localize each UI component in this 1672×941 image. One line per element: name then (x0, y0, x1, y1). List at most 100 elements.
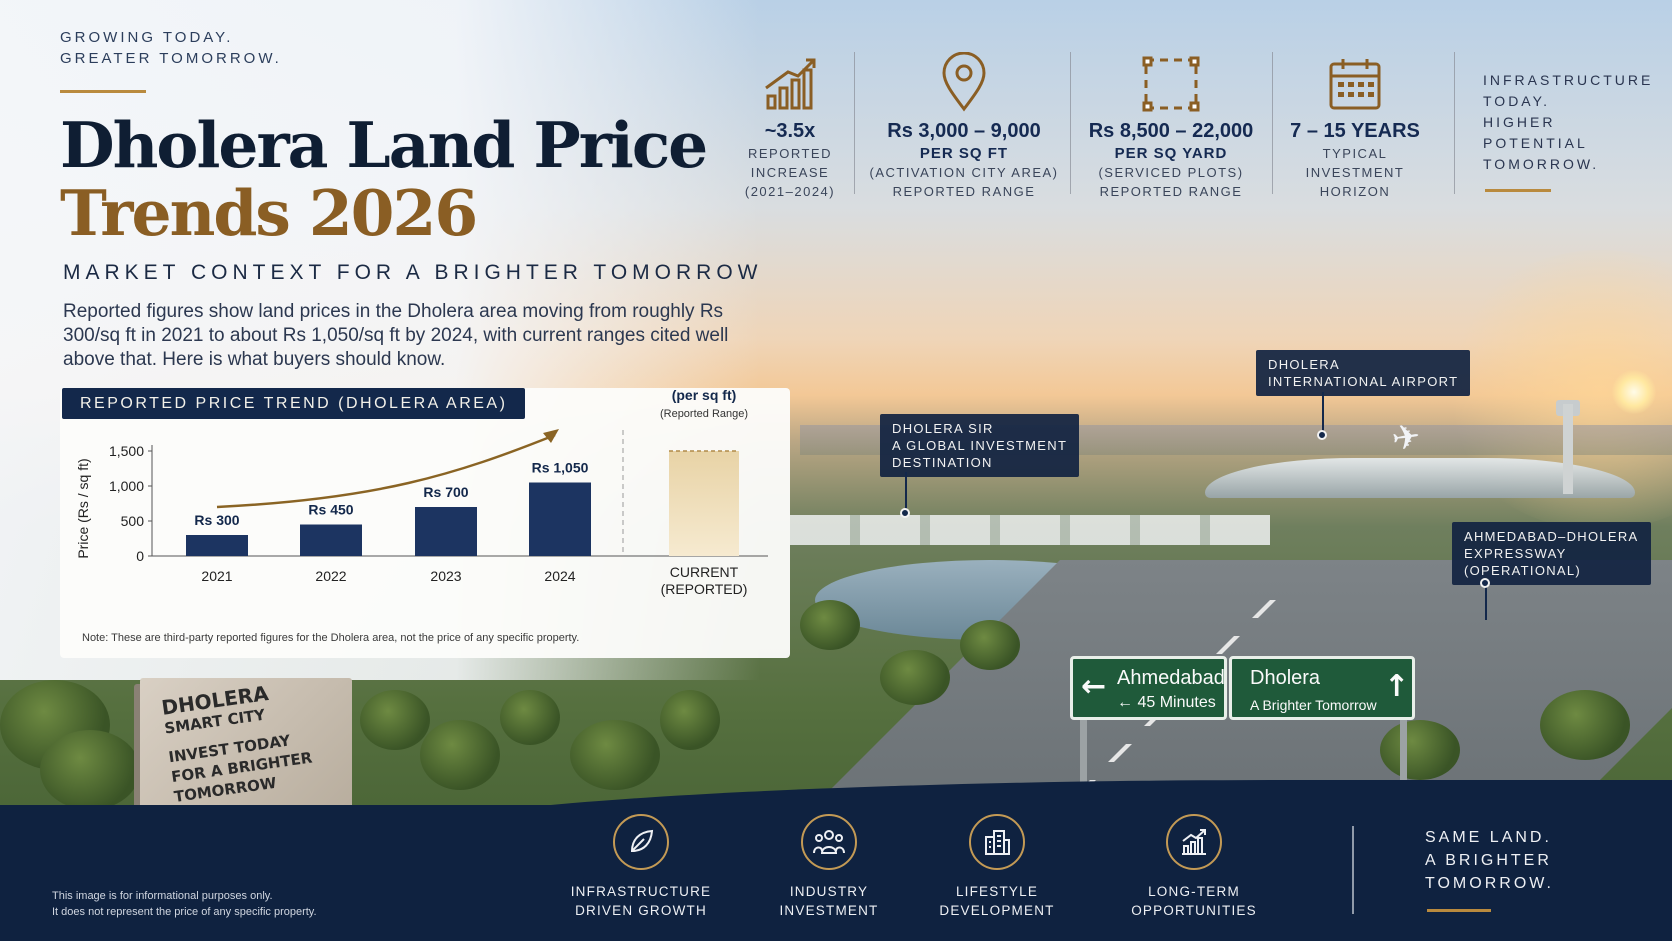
bar-2023 (415, 507, 477, 556)
trend-arrow-head (543, 429, 559, 443)
stat-unit: PER SQ FT (919, 145, 1009, 162)
buildings-icon (969, 814, 1025, 870)
feature-label-line: DRIVEN GROWTH (575, 903, 707, 918)
label-line: DHOLERA (1268, 357, 1340, 372)
x-tick-label: 2023 (430, 568, 461, 584)
plot-frame-icon (1078, 50, 1264, 112)
sign-dholera: Dholera A Brighter Tomorrow ↑ (1229, 656, 1415, 720)
label-line: INTERNATIONAL AIRPORT (1268, 374, 1459, 389)
stat-horizon: 7 – 15 YEARS TYPICAL INVESTMENT HORIZON (1280, 50, 1430, 200)
intro-paragraph: Reported figures show land prices in the… (63, 301, 729, 370)
tree (800, 600, 860, 650)
stat-note: REPORTED RANGE (892, 184, 1036, 199)
data-label: Rs 700 (423, 484, 468, 500)
feature-label-line: INVESTMENT (779, 903, 879, 918)
chart-title: REPORTED PRICE TREND (DHOLERA AREA) (62, 388, 526, 419)
tree (660, 690, 720, 750)
feature-label-line: INFRASTRUCTURE (570, 884, 712, 899)
y-tick-label: 1,000 (109, 478, 144, 494)
sign-post (1400, 715, 1407, 805)
feature-label-line: INDUSTRY (789, 884, 869, 899)
tree (1380, 720, 1460, 780)
band-quote-line: SAME LAND. (1425, 829, 1552, 846)
tree (420, 720, 500, 790)
data-label: Rs 450 (308, 502, 353, 518)
y-tick-label: 0 (136, 548, 144, 564)
side-quote-line: INFRASTRUCTURE (1483, 72, 1654, 88)
disclaimer-line: It does not represent the price of any s… (52, 906, 317, 918)
label-line: DESTINATION (892, 455, 993, 470)
band-quote-line: TOMORROW. (1425, 875, 1554, 892)
feature-lifestyle: LIFESTYLE DEVELOPMENT (922, 814, 1072, 920)
label-line: DHOLERA SIR (892, 421, 994, 436)
bar-2022 (300, 524, 362, 556)
band-divider (1352, 826, 1354, 914)
stat-divider (1070, 52, 1071, 194)
pin-dot (1480, 578, 1490, 588)
tree (880, 650, 950, 705)
band-quote-rule (1427, 909, 1491, 912)
band-quote-line: A BRIGHTER (1425, 852, 1552, 869)
sign-title: Ahmedabad (1117, 667, 1225, 689)
disclaimer: This image is for informational purposes… (52, 888, 317, 920)
label-line: AHMEDABAD–DHOLERA (1464, 529, 1639, 544)
pin-line (905, 472, 907, 514)
sign-title: Dholera (1250, 667, 1321, 689)
pin-line (1322, 392, 1324, 436)
x-tick-label: 2022 (315, 568, 346, 584)
disclaimer-line: This image is for informational purposes… (52, 890, 273, 902)
y-tick-label: 1,500 (109, 443, 144, 459)
sun (1612, 370, 1656, 414)
label-line: EXPRESSWAY (1464, 546, 1567, 561)
tree (40, 730, 140, 810)
monolith-text: DHOLERA SMART CITY INVEST TODAY FOR A BR… (160, 676, 316, 807)
feature-label: LIFESTYLE DEVELOPMENT (922, 882, 1072, 920)
location-pin-icon (865, 50, 1063, 112)
arrow-left-icon: ← (1081, 669, 1107, 704)
tree (500, 690, 560, 745)
stat-divider (1454, 52, 1455, 194)
stat-value: ~3.5x (764, 120, 816, 142)
x-tick-label-current: (REPORTED) (661, 581, 748, 597)
bar-growth-icon (700, 50, 880, 112)
label-expressway: AHMEDABAD–DHOLERA EXPRESSWAY (OPERATIONA… (1452, 522, 1651, 585)
feature-infrastructure: INFRASTRUCTURE DRIVEN GROWTH (566, 814, 716, 920)
stat-note: HORIZON (1319, 184, 1391, 199)
tagline-rule (60, 90, 146, 93)
side-quote-line: TODAY. (1483, 93, 1551, 109)
stat-note: REPORTED RANGE (1099, 184, 1243, 199)
stat-value: Rs 3,000 – 9,000 (887, 120, 1041, 142)
band-quote: SAME LAND. A BRIGHTER TOMORROW. (1425, 826, 1554, 895)
side-quote-rule (1485, 189, 1551, 192)
industrial-buildings (790, 515, 1270, 545)
tree (1540, 690, 1630, 760)
stat-increase: ~3.5x REPORTED INCREASE (2021–2024) (700, 50, 880, 200)
label-dholera-sir: DHOLERA SIR A GLOBAL INVESTMENT DESTINAT… (880, 414, 1080, 477)
bar-2021 (186, 535, 248, 556)
label-line: A GLOBAL INVESTMENT (892, 438, 1068, 453)
page-title-line2: Trends 2026 (60, 176, 478, 250)
arrow-up-icon: ↑ (1384, 669, 1410, 704)
tagline-line: GROWING TODAY. (60, 29, 234, 46)
stat-value: 7 – 15 YEARS (1290, 120, 1420, 142)
x-tick-label: 2021 (201, 568, 232, 584)
label-line: (OPERATIONAL) (1464, 563, 1582, 578)
sign-ahmedabad: ← Ahmedabad ← 45 Minutes (1070, 656, 1227, 720)
stat-note: REPORTED (748, 146, 832, 161)
people-group-icon (801, 814, 857, 870)
feature-label: INDUSTRY INVESTMENT (754, 882, 904, 920)
stat-note: INVESTMENT (1305, 165, 1405, 180)
leaf-icon (613, 814, 669, 870)
y-axis-label: Price (Rs / sq ft) (75, 458, 91, 558)
stat-note: TYPICAL (1322, 146, 1388, 161)
feature-label-line: DEVELOPMENT (939, 903, 1055, 918)
stat-serviced-plots: Rs 8,500 – 22,000 PER SQ YARD (SERVICED … (1078, 50, 1264, 200)
stat-note: (2021–2024) (744, 184, 836, 199)
side-quote-line: TOMORROW. (1483, 156, 1600, 172)
current-range-bar (669, 451, 739, 556)
pin-dot (1317, 430, 1327, 440)
page-title-line1: Dholera Land Price (60, 108, 708, 182)
bar-2024 (529, 482, 591, 556)
sign-post (1080, 715, 1087, 805)
